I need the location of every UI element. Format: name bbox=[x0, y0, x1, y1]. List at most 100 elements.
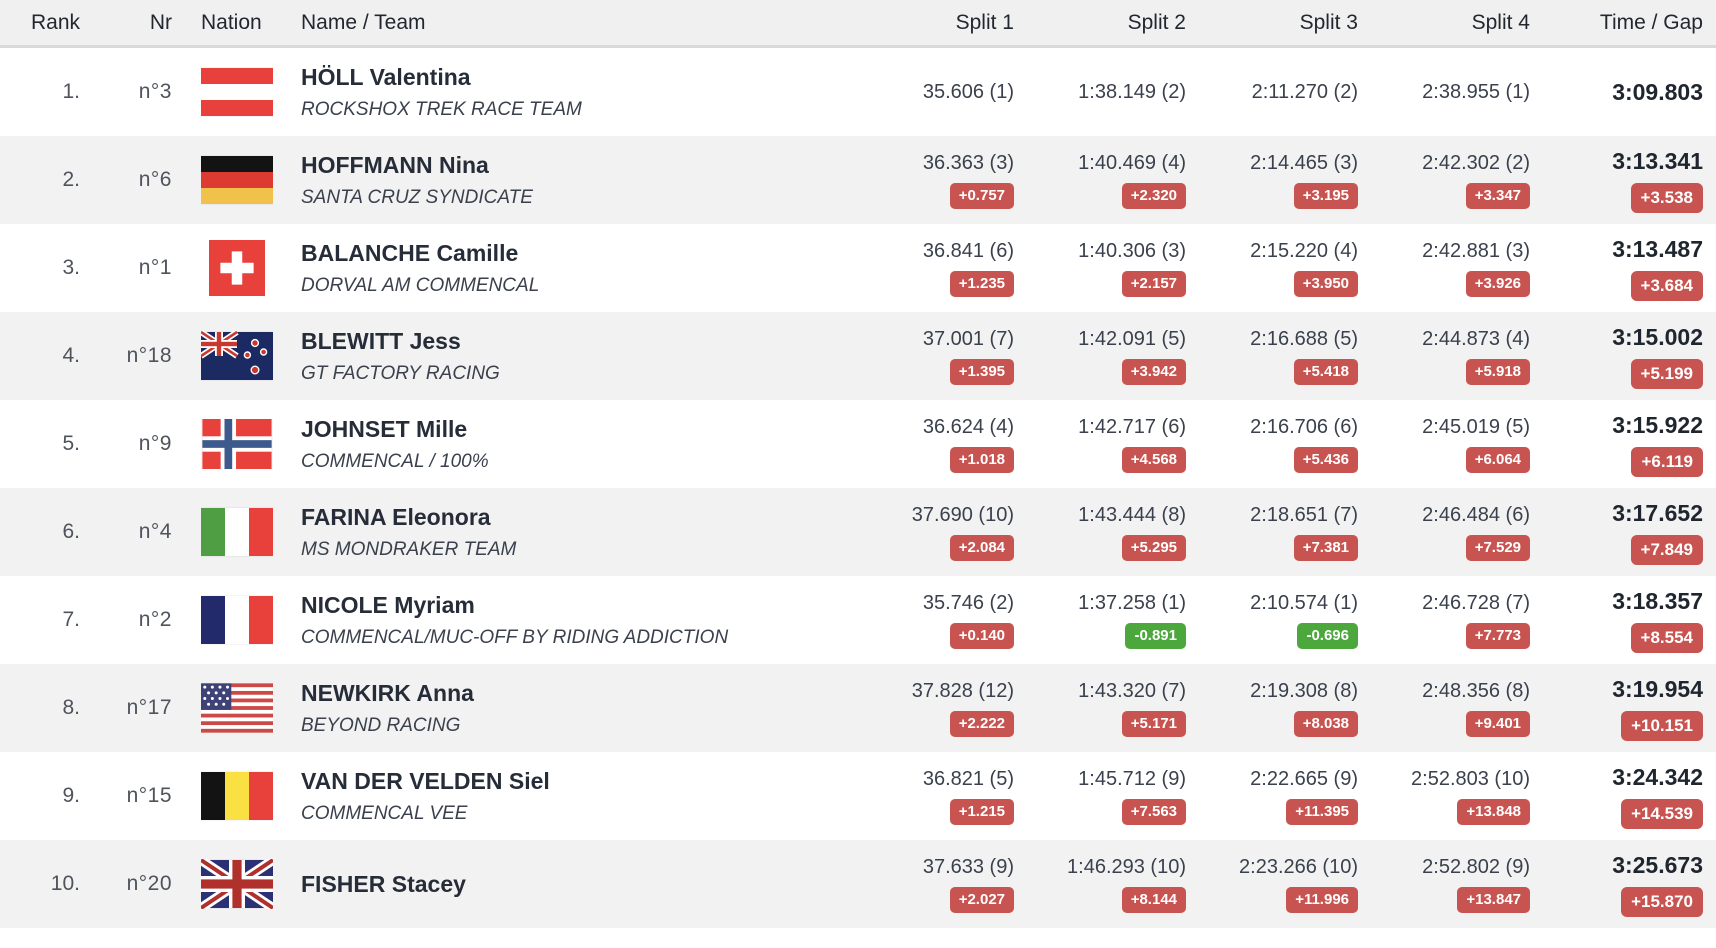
split4-cell: 2:42.302 (2) +3.347 bbox=[1358, 136, 1530, 224]
split-gap-badge: +8.038 bbox=[1293, 710, 1358, 737]
split-time: 2:15.220 (4) bbox=[1250, 239, 1358, 262]
split-gap-badge: +7.381 bbox=[1293, 534, 1358, 561]
split4-cell: 2:38.955 (1) bbox=[1358, 48, 1530, 136]
split4-cell: 2:46.728 (7) +7.773 bbox=[1358, 576, 1530, 664]
table-row[interactable]: 2. n°6 HOFFMANN Nina SANTA CRUZ SYNDICAT… bbox=[0, 136, 1716, 224]
split2-cell: 1:46.293 (10) +8.144 bbox=[1014, 840, 1186, 928]
team-name: COMMENCAL / 100% bbox=[301, 450, 489, 472]
total-time: 3:19.954 bbox=[1612, 675, 1703, 702]
split-gap-badge: +7.773 bbox=[1465, 622, 1530, 649]
flag-fra-icon bbox=[201, 595, 273, 645]
split-time: 2:16.688 (5) bbox=[1250, 327, 1358, 350]
flag-gbr-icon bbox=[201, 859, 273, 909]
bib-number: n°18 bbox=[126, 344, 172, 367]
team-name: DORVAL AM COMMENCAL bbox=[301, 274, 540, 296]
split3-cell: 2:23.266 (10) +11.996 bbox=[1186, 840, 1358, 928]
team-name: GT FACTORY RACING bbox=[301, 362, 500, 384]
split-time: 2:48.356 (8) bbox=[1422, 679, 1530, 702]
split-time: 1:46.293 (10) bbox=[1067, 855, 1186, 878]
flag-nor-icon bbox=[201, 419, 273, 469]
total-time: 3:25.673 bbox=[1612, 851, 1703, 878]
rider-name: HOFFMANN Nina bbox=[301, 151, 489, 178]
total-time: 3:09.803 bbox=[1612, 78, 1703, 105]
split2-cell: 1:45.712 (9) +7.563 bbox=[1014, 752, 1186, 840]
header-rank: Rank bbox=[30, 10, 80, 34]
flag-bel-icon bbox=[201, 771, 273, 821]
team-name: ROCKSHOX TREK RACE TEAM bbox=[301, 98, 582, 120]
split-gap-badge: +5.418 bbox=[1293, 358, 1358, 385]
table-row[interactable]: 3. n°1 BALANCHE Camille DORVAL AM COMMEN… bbox=[0, 224, 1716, 312]
total-gap-badge: +7.849 bbox=[1630, 534, 1703, 565]
table-row[interactable]: 6. n°4 FARINA Eleonora MS MONDRAKER TEAM… bbox=[0, 488, 1716, 576]
total-gap-badge: +8.554 bbox=[1630, 622, 1703, 653]
split-gap-badge: +6.064 bbox=[1465, 446, 1530, 473]
rider-name: NICOLE Myriam bbox=[301, 591, 475, 618]
table-row[interactable]: 4. n°18 BLEWITT Jess GT FACTORY RACING 3… bbox=[0, 312, 1716, 400]
rank-value: 4. bbox=[62, 344, 80, 367]
total-time-cell: 3:09.803 bbox=[1530, 48, 1716, 136]
split-gap-badge: +4.568 bbox=[1121, 446, 1186, 473]
total-gap-badge: +10.151 bbox=[1621, 710, 1703, 741]
split-time: 2:45.019 (5) bbox=[1422, 415, 1530, 438]
rank-value: 9. bbox=[62, 784, 80, 807]
split-gap-badge: +9.401 bbox=[1465, 710, 1530, 737]
table-row[interactable]: 9. n°15 VAN DER VELDEN Siel COMMENCAL VE… bbox=[0, 752, 1716, 840]
team-name: BEYOND RACING bbox=[301, 714, 461, 736]
split-time: 2:11.270 (2) bbox=[1251, 80, 1358, 103]
split4-cell: 2:46.484 (6) +7.529 bbox=[1358, 488, 1530, 576]
split-time: 2:52.803 (10) bbox=[1411, 767, 1530, 790]
split-time: 1:43.320 (7) bbox=[1078, 679, 1186, 702]
split-gap-badge: +1.018 bbox=[949, 446, 1014, 473]
split1-cell: 37.001 (7) +1.395 bbox=[842, 312, 1014, 400]
table-row[interactable]: 1. n°3 HÖLL Valentina ROCKSHOX TREK RACE… bbox=[0, 48, 1716, 136]
table-row[interactable]: 5. n°9 JOHNSET Mille COMMENCAL / 100% 36… bbox=[0, 400, 1716, 488]
split-time: 2:38.955 (1) bbox=[1422, 80, 1530, 103]
bib-number: n°20 bbox=[126, 872, 172, 895]
rank-value: 3. bbox=[62, 256, 80, 279]
split-time: 2:42.881 (3) bbox=[1422, 239, 1530, 262]
split-time: 2:23.266 (10) bbox=[1239, 855, 1358, 878]
split-gap-badge: +5.171 bbox=[1121, 710, 1186, 737]
split-gap-badge: +13.848 bbox=[1457, 798, 1530, 825]
split-time: 1:45.712 (9) bbox=[1078, 767, 1186, 790]
table-row[interactable]: 8. n°17 NEWKIRK Anna BEYOND RACING 37.82… bbox=[0, 664, 1716, 752]
split-gap-badge: +2.157 bbox=[1121, 270, 1186, 297]
total-time-cell: 3:18.357 +8.554 bbox=[1530, 576, 1716, 664]
split-time: 36.624 (4) bbox=[922, 415, 1014, 438]
rank-value: 6. bbox=[62, 520, 80, 543]
split-time: 1:43.444 (8) bbox=[1078, 503, 1186, 526]
rider-name: FARINA Eleonora bbox=[301, 503, 491, 530]
split-time: 1:40.306 (3) bbox=[1078, 239, 1186, 262]
total-time-cell: 3:15.922 +6.119 bbox=[1530, 400, 1716, 488]
split-gap-badge: +8.144 bbox=[1121, 886, 1186, 913]
rank-value: 10. bbox=[50, 872, 80, 895]
split2-cell: 1:38.149 (2) bbox=[1014, 48, 1186, 136]
split-time: 37.001 (7) bbox=[922, 327, 1014, 350]
rider-name: NEWKIRK Anna bbox=[301, 679, 474, 706]
split-gap-badge: +2.027 bbox=[949, 886, 1014, 913]
team-name: SANTA CRUZ SYNDICATE bbox=[301, 186, 533, 208]
total-gap-badge: +14.539 bbox=[1621, 798, 1703, 829]
header-split1: Split 1 bbox=[955, 10, 1014, 34]
split-gap-badge: +5.295 bbox=[1121, 534, 1186, 561]
split-gap-badge: -0.696 bbox=[1297, 622, 1358, 649]
split2-cell: 1:40.469 (4) +2.320 bbox=[1014, 136, 1186, 224]
split-time: 2:52.802 (9) bbox=[1422, 855, 1530, 878]
total-time: 3:18.357 bbox=[1612, 587, 1703, 614]
split2-cell: 1:43.320 (7) +5.171 bbox=[1014, 664, 1186, 752]
split4-cell: 2:42.881 (3) +3.926 bbox=[1358, 224, 1530, 312]
header-name-team: Name / Team bbox=[301, 10, 426, 34]
total-gap-badge: +15.870 bbox=[1621, 886, 1703, 917]
total-time: 3:15.922 bbox=[1612, 411, 1703, 438]
total-time-cell: 3:19.954 +10.151 bbox=[1530, 664, 1716, 752]
team-name: MS MONDRAKER TEAM bbox=[301, 538, 517, 560]
header-nation: Nation bbox=[201, 10, 262, 34]
split-gap-badge: +1.395 bbox=[949, 358, 1014, 385]
table-row[interactable]: 10. n°20 FISHER Stacey 37.633 (9) +2.027… bbox=[0, 840, 1716, 928]
total-time: 3:13.341 bbox=[1612, 147, 1703, 174]
header-time-gap: Time / Gap bbox=[1599, 10, 1703, 34]
split1-cell: 36.841 (6) +1.235 bbox=[842, 224, 1014, 312]
race-results-table: Rank Nr Nation Name / Team Split 1 Split… bbox=[0, 0, 1716, 928]
table-row[interactable]: 7. n°2 NICOLE Myriam COMMENCAL/MUC-OFF B… bbox=[0, 576, 1716, 664]
split4-cell: 2:52.802 (9) +13.847 bbox=[1358, 840, 1530, 928]
